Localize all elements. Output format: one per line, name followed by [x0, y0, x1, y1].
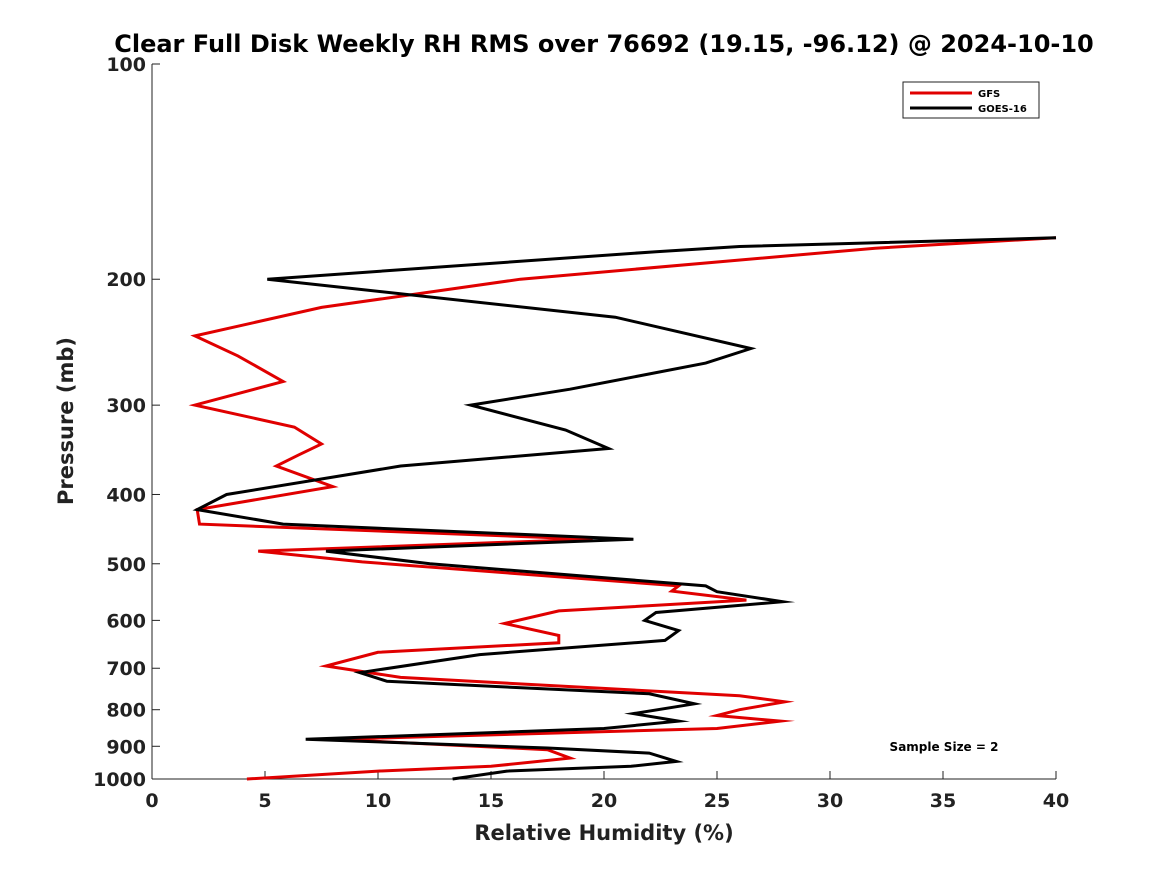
- x-tick-label: 20: [591, 790, 617, 812]
- series-layer: [188, 236, 1057, 781]
- x-tick-label: 5: [258, 790, 271, 812]
- y-tick-label: 100: [106, 54, 146, 76]
- y-tick-label: 500: [106, 554, 146, 576]
- y-tick-label: 300: [106, 395, 146, 417]
- series-line-gfs: [188, 236, 1057, 781]
- y-tick-label: 800: [106, 700, 146, 722]
- x-tick-label: 30: [817, 790, 843, 812]
- x-tick-label: 0: [145, 790, 158, 812]
- legend-label: GOES-16: [978, 104, 1027, 115]
- legend-label: GFS: [978, 89, 1000, 100]
- y-tick-label: 900: [106, 736, 146, 758]
- y-axis: 100 200 300 400 500 600 700 800 900 1000: [93, 54, 160, 791]
- y-axis-label: Pressure (mb): [54, 337, 78, 505]
- x-tick-label: 35: [930, 790, 956, 812]
- y-tick-label: 200: [106, 269, 146, 291]
- x-tick-label: 10: [365, 790, 391, 812]
- y-tick-label: 400: [106, 484, 146, 506]
- x-axis-label: Relative Humidity (%): [474, 821, 733, 845]
- y-tick-label: 600: [106, 610, 146, 632]
- legend-box: [902, 81, 1040, 119]
- sample-size-annotation: Sample Size = 2: [890, 740, 999, 754]
- x-tick-label: 15: [478, 790, 504, 812]
- series-line-goes-16: [192, 236, 1057, 781]
- x-tick-label: 25: [704, 790, 730, 812]
- x-axis: 0 5 10 15 20 25 30 35 40: [145, 771, 1069, 812]
- y-tick-label: 1000: [93, 769, 146, 791]
- plot-frame: [151, 64, 1056, 780]
- y-tick-label: 700: [106, 658, 146, 680]
- legend: GFS GOES-16: [902, 81, 1040, 119]
- x-tick-label: 40: [1043, 790, 1069, 812]
- chart-title: Clear Full Disk Weekly RH RMS over 76692…: [114, 30, 1094, 58]
